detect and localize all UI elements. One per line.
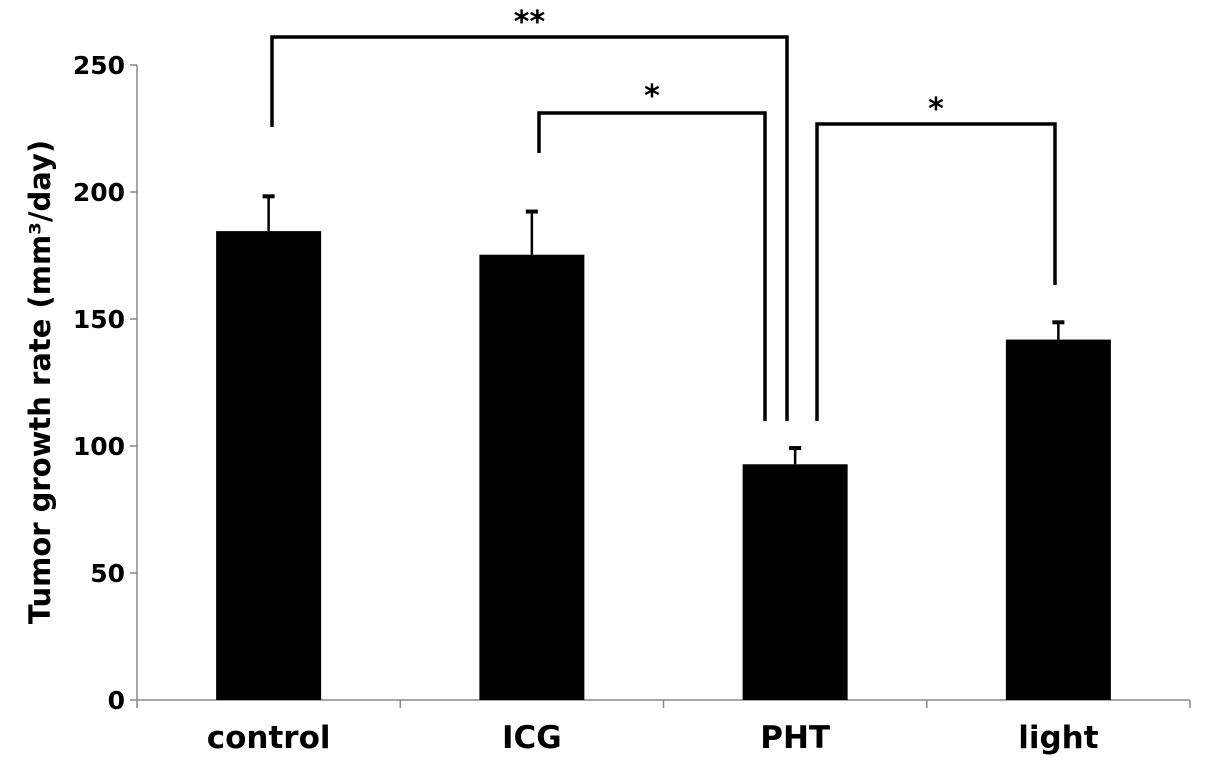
x-tick-label: light	[1018, 720, 1099, 756]
bar-control	[216, 231, 322, 700]
x-tick-label: ICG	[502, 720, 562, 756]
y-tick-label: 200	[73, 178, 125, 207]
y-tick-label: 100	[73, 432, 125, 461]
x-tick-label: control	[207, 720, 331, 756]
significance-label: **	[514, 5, 546, 40]
x-tick-label: PHT	[760, 720, 830, 756]
significance-bracket	[270, 35, 789, 421]
bar-icg	[479, 254, 585, 700]
bar-pht	[742, 464, 848, 700]
significance-bracket	[537, 111, 767, 421]
y-tick-label: 250	[73, 51, 125, 80]
significance-label: *	[644, 79, 660, 114]
bars: control ICG PHT light	[207, 194, 1111, 756]
significance-bracket	[815, 122, 1057, 421]
bar-light	[1005, 339, 1111, 700]
y-tick-label: 150	[73, 305, 125, 334]
y-axis-label: Tumor growth rate (mm³/day)	[23, 140, 57, 624]
y-tick-label: 50	[90, 559, 125, 588]
significance-brackets: *** *	[270, 5, 1057, 421]
significance-label: *	[928, 92, 944, 127]
y-tick-label: 0	[108, 686, 125, 715]
